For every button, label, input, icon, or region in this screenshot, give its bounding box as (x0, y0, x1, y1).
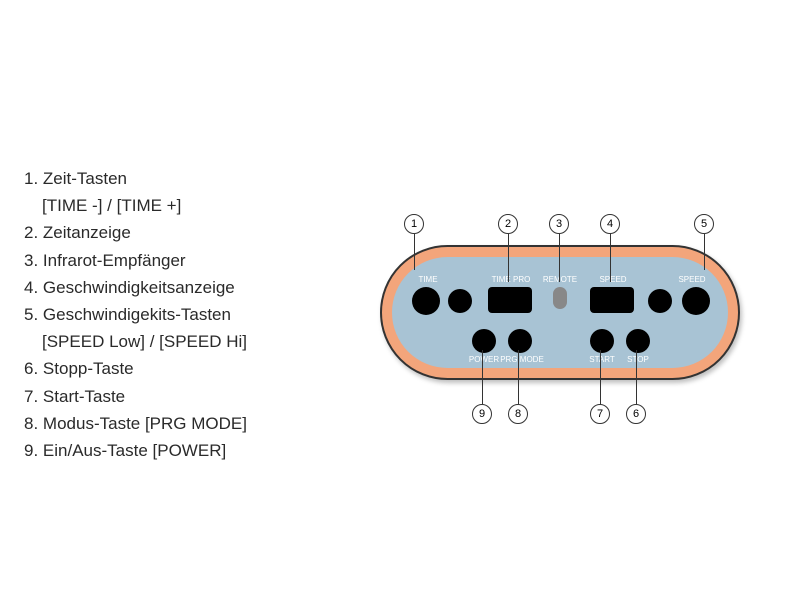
label-power: POWER (464, 355, 504, 364)
leader-4 (610, 234, 611, 282)
speed-low-button[interactable] (648, 289, 672, 313)
legend-text: Geschwindigekits-Tasten (43, 305, 231, 324)
callout-1: 1 (404, 214, 424, 234)
legend-sub: [TIME -] / [TIME +] (24, 192, 247, 219)
leader-8 (518, 350, 519, 404)
legend-item: 7. Start-Taste (24, 383, 247, 410)
callout-7: 7 (590, 404, 610, 424)
label-prg-mode: PRG MODE (500, 355, 544, 364)
legend-text: Modus-Taste [PRG MODE] (43, 414, 247, 433)
callout-9: 9 (472, 404, 492, 424)
label-start: START (582, 355, 622, 364)
prg-mode-button[interactable] (508, 329, 532, 353)
callout-4: 4 (600, 214, 620, 234)
leader-6 (636, 350, 637, 404)
label-stop: STOP (618, 355, 658, 364)
time-minus-button[interactable] (412, 287, 440, 315)
label-time: TIME (410, 275, 446, 284)
legend-num: 9. (24, 441, 38, 460)
legend-item: 3. Infrarot-Empfänger (24, 247, 247, 274)
legend-text: Infrarot-Empfänger (43, 251, 186, 270)
time-plus-button[interactable] (448, 289, 472, 313)
start-button[interactable] (590, 329, 614, 353)
leader-2 (508, 234, 509, 282)
legend-num: 7. (24, 387, 38, 406)
callout-8: 8 (508, 404, 528, 424)
leader-9 (482, 350, 483, 404)
callout-6: 6 (626, 404, 646, 424)
legend-text: Stopp-Taste (43, 359, 134, 378)
control-panel-inner: TIME TIME PRO REMOTE SPEED SPEED POWER P… (392, 257, 728, 368)
legend-list: 1. Zeit-Tasten [TIME -] / [TIME +] 2. Ze… (24, 165, 247, 464)
legend-item: 1. Zeit-Tasten (24, 165, 247, 192)
legend-text: Zeit-Tasten (43, 169, 127, 188)
legend-num: 5. (24, 305, 38, 324)
callout-3: 3 (549, 214, 569, 234)
legend-item: 6. Stopp-Taste (24, 355, 247, 382)
legend-item: 5. Geschwindigekits-Tasten (24, 301, 247, 328)
leader-1 (414, 234, 415, 270)
speed-high-button[interactable] (682, 287, 710, 315)
power-button[interactable] (472, 329, 496, 353)
legend-text: Zeitanzeige (43, 223, 131, 242)
infrared-sensor (553, 287, 567, 309)
label-speed-disp: SPEED (588, 275, 638, 284)
label-remote: REMOTE (540, 275, 580, 284)
leader-3 (559, 234, 560, 282)
legend-num: 8. (24, 414, 38, 433)
legend-num: 3. (24, 251, 38, 270)
legend-item: 9. Ein/Aus-Taste [POWER] (24, 437, 247, 464)
label-speed: SPEED (672, 275, 712, 284)
legend-sub: [SPEED Low] / [SPEED Hi] (24, 328, 247, 355)
stop-button[interactable] (626, 329, 650, 353)
legend-num: 2. (24, 223, 38, 242)
leader-5 (704, 234, 705, 270)
control-panel: TIME TIME PRO REMOTE SPEED SPEED POWER P… (380, 245, 740, 380)
label-time-pro: TIME PRO (486, 275, 536, 284)
legend-num: 6. (24, 359, 38, 378)
legend-text: Start-Taste (43, 387, 125, 406)
legend-item: 2. Zeitanzeige (24, 219, 247, 246)
callout-5: 5 (694, 214, 714, 234)
leader-7 (600, 350, 601, 404)
legend-text: Geschwindigkeitsanzeige (43, 278, 235, 297)
legend-item: 8. Modus-Taste [PRG MODE] (24, 410, 247, 437)
time-display (488, 287, 532, 313)
legend-num: 4. (24, 278, 38, 297)
callout-2: 2 (498, 214, 518, 234)
legend-item: 4. Geschwindigkeitsanzeige (24, 274, 247, 301)
speed-display (590, 287, 634, 313)
legend-num: 1. (24, 169, 38, 188)
legend-text: Ein/Aus-Taste [POWER] (43, 441, 226, 460)
